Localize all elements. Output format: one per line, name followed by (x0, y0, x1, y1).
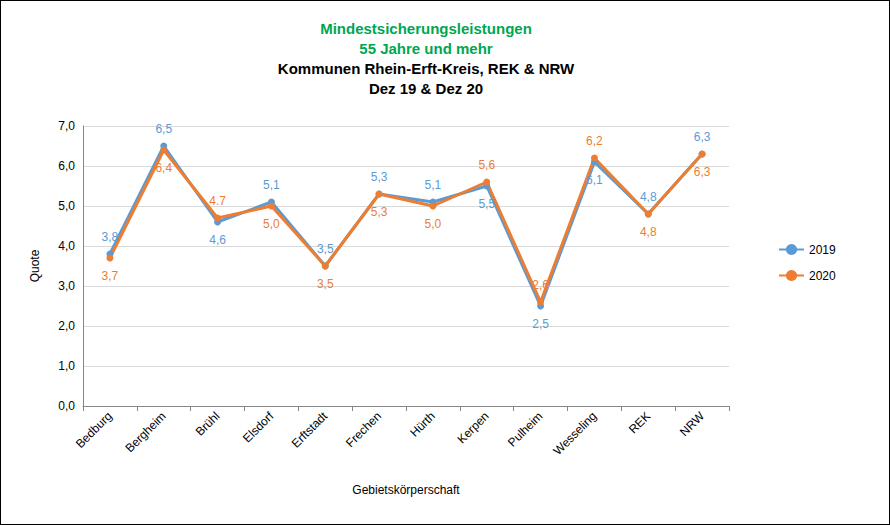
svg-text:Kommunen Rhein-Erft-Kreis, REK: Kommunen Rhein-Erft-Kreis, REK & NRW (278, 60, 575, 77)
svg-text:6,5: 6,5 (155, 122, 172, 136)
svg-text:NRW: NRW (677, 409, 707, 439)
svg-text:5,0: 5,0 (425, 217, 442, 231)
svg-text:5,1: 5,1 (263, 178, 280, 192)
svg-text:Pulheim: Pulheim (505, 409, 546, 450)
svg-text:6,3: 6,3 (694, 130, 711, 144)
svg-text:5,0: 5,0 (58, 199, 75, 213)
svg-text:4,8: 4,8 (640, 190, 657, 204)
svg-text:4.7: 4.7 (209, 194, 226, 208)
svg-text:Kerpen: Kerpen (454, 409, 491, 446)
svg-text:7,0: 7,0 (58, 119, 75, 133)
svg-text:5,3: 5,3 (371, 205, 388, 219)
svg-text:2,0: 2,0 (58, 319, 75, 333)
svg-text:3,0: 3,0 (58, 279, 75, 293)
svg-text:Mindestsicherungsleistungen: Mindestsicherungsleistungen (320, 20, 532, 37)
svg-text:4,8: 4,8 (640, 225, 657, 239)
svg-text:Bergheim: Bergheim (123, 409, 169, 455)
svg-text:Erftstadt: Erftstadt (289, 409, 331, 451)
svg-text:Frechen: Frechen (343, 409, 384, 450)
svg-text:5,1: 5,1 (425, 178, 442, 192)
svg-text:1,0: 1,0 (58, 359, 75, 373)
svg-text:2,5: 2,5 (532, 317, 549, 331)
svg-text:5,0: 5,0 (263, 217, 280, 231)
svg-text:Quote: Quote (28, 249, 42, 282)
svg-text:5,6: 5,6 (478, 158, 495, 172)
svg-text:0,0: 0,0 (58, 399, 75, 413)
svg-text:2,6: 2,6 (532, 278, 549, 292)
svg-text:3,5: 3,5 (317, 242, 334, 256)
svg-text:Gebietskörperschaft: Gebietskörperschaft (352, 483, 460, 497)
svg-text:6,4: 6,4 (155, 161, 172, 175)
svg-text:6,3: 6,3 (694, 165, 711, 179)
svg-text:6,1: 6,1 (586, 173, 603, 187)
svg-text:Bedburg: Bedburg (73, 409, 115, 451)
svg-text:4,6: 4,6 (209, 233, 226, 247)
svg-text:Hürth: Hürth (407, 409, 438, 440)
svg-text:2020: 2020 (809, 269, 836, 283)
svg-text:Wesseling: Wesseling (551, 409, 600, 458)
svg-text:Dez 19 & Dez 20: Dez 19 & Dez 20 (369, 80, 483, 97)
svg-text:3,8: 3,8 (102, 230, 119, 244)
svg-text:5,3: 5,3 (371, 170, 388, 184)
svg-text:3,5: 3,5 (317, 277, 334, 291)
svg-text:2019: 2019 (809, 243, 836, 257)
svg-text:REK: REK (626, 409, 653, 436)
svg-text:6,0: 6,0 (58, 159, 75, 173)
svg-text:Brühl: Brühl (193, 409, 223, 439)
svg-text:6,2: 6,2 (586, 134, 603, 148)
svg-text:4,0: 4,0 (58, 239, 75, 253)
svg-text:3,7: 3,7 (102, 269, 119, 283)
svg-text:5,5: 5,5 (478, 197, 495, 211)
svg-text:Elsdorf: Elsdorf (240, 409, 277, 446)
svg-text:55 Jahre und mehr: 55 Jahre und mehr (359, 40, 493, 57)
